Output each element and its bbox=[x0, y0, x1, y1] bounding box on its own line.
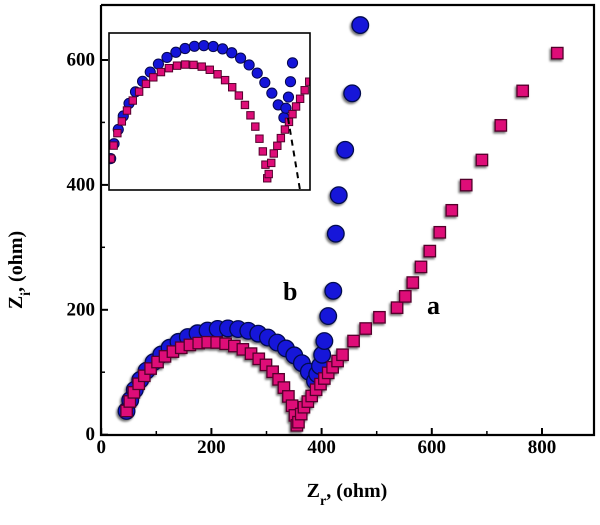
svg-text:b: b bbox=[283, 277, 297, 306]
svg-text:0: 0 bbox=[96, 437, 106, 458]
svg-text:800: 800 bbox=[528, 437, 557, 458]
svg-text:400: 400 bbox=[307, 437, 336, 458]
svg-text:200: 200 bbox=[197, 437, 226, 458]
svg-text:a: a bbox=[427, 291, 440, 320]
svg-text:0: 0 bbox=[86, 424, 96, 445]
svg-text:400: 400 bbox=[67, 174, 96, 195]
svg-text:200: 200 bbox=[67, 299, 96, 320]
svg-text:600: 600 bbox=[67, 50, 96, 71]
svg-text:600: 600 bbox=[418, 437, 447, 458]
